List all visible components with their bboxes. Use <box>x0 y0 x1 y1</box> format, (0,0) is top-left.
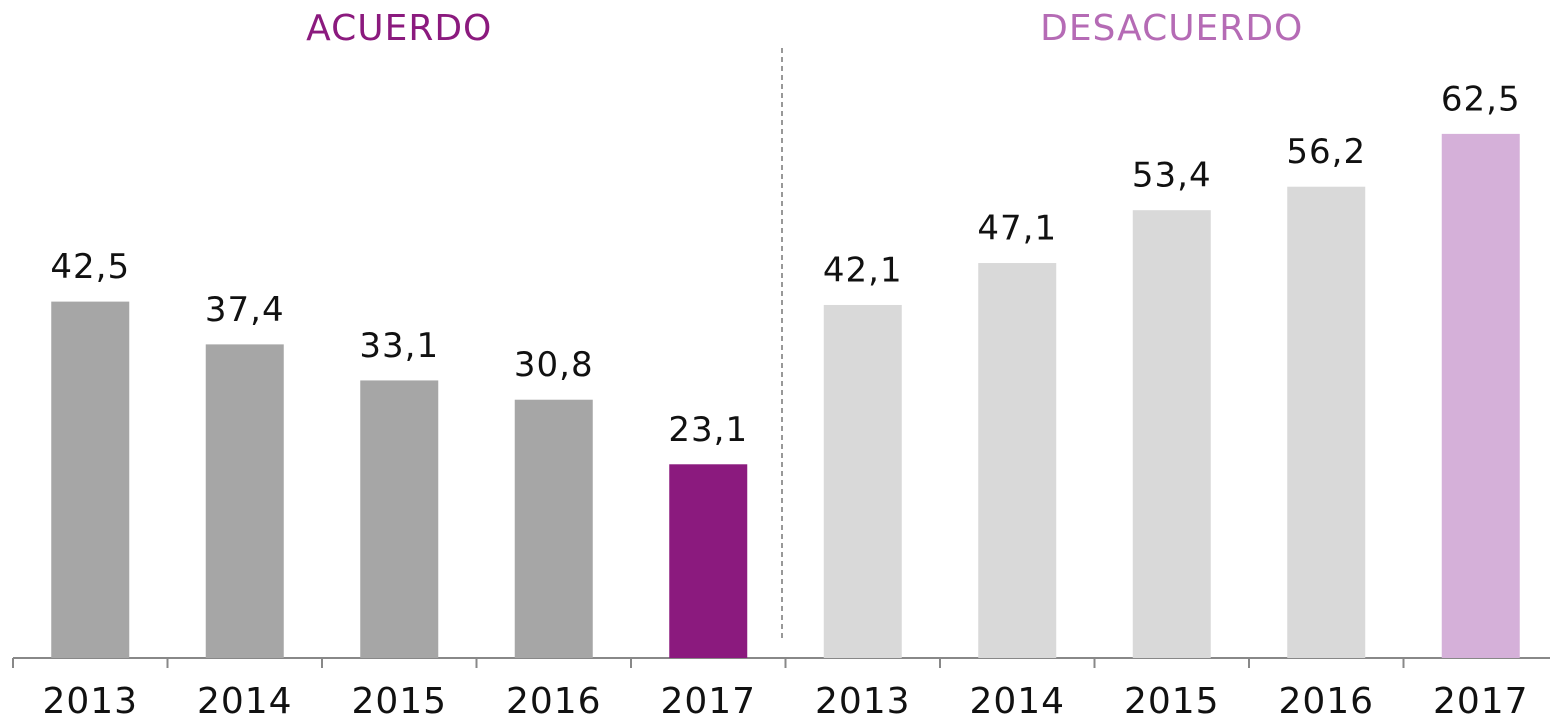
value-label: 47,1 <box>977 209 1057 249</box>
bar <box>978 263 1057 658</box>
group-title: ACUERDO <box>306 8 492 49</box>
bar <box>51 301 130 658</box>
value-label: 56,2 <box>1286 132 1366 172</box>
x-tick-label: 2013 <box>42 681 138 720</box>
value-label: 23,1 <box>668 410 748 450</box>
bar <box>1132 210 1211 658</box>
value-label: 62,5 <box>1441 79 1521 119</box>
x-tick-label: 2016 <box>1278 681 1374 720</box>
value-label: 33,1 <box>359 326 439 366</box>
x-tick-label: 2016 <box>506 681 602 720</box>
value-label: 30,8 <box>514 345 594 385</box>
x-tick-label: 2015 <box>351 681 447 720</box>
bar <box>823 304 902 658</box>
group-title: DESACUERDO <box>1040 8 1303 49</box>
bar <box>669 464 748 658</box>
bar <box>205 344 284 658</box>
x-tick-label: 2015 <box>1124 681 1220 720</box>
bar <box>1441 133 1520 659</box>
bar <box>1287 186 1366 659</box>
bar <box>360 380 439 658</box>
value-label: 53,4 <box>1132 156 1212 196</box>
value-label: 42,5 <box>50 247 130 287</box>
bar <box>514 399 593 658</box>
x-tick-label: 2017 <box>1433 681 1529 720</box>
value-label: 42,1 <box>823 250 903 290</box>
x-tick-label: 2014 <box>197 681 293 720</box>
x-tick-label: 2017 <box>660 681 756 720</box>
value-label: 37,4 <box>205 290 285 330</box>
x-tick-label: 2014 <box>969 681 1065 720</box>
x-tick-label: 2013 <box>815 681 911 720</box>
